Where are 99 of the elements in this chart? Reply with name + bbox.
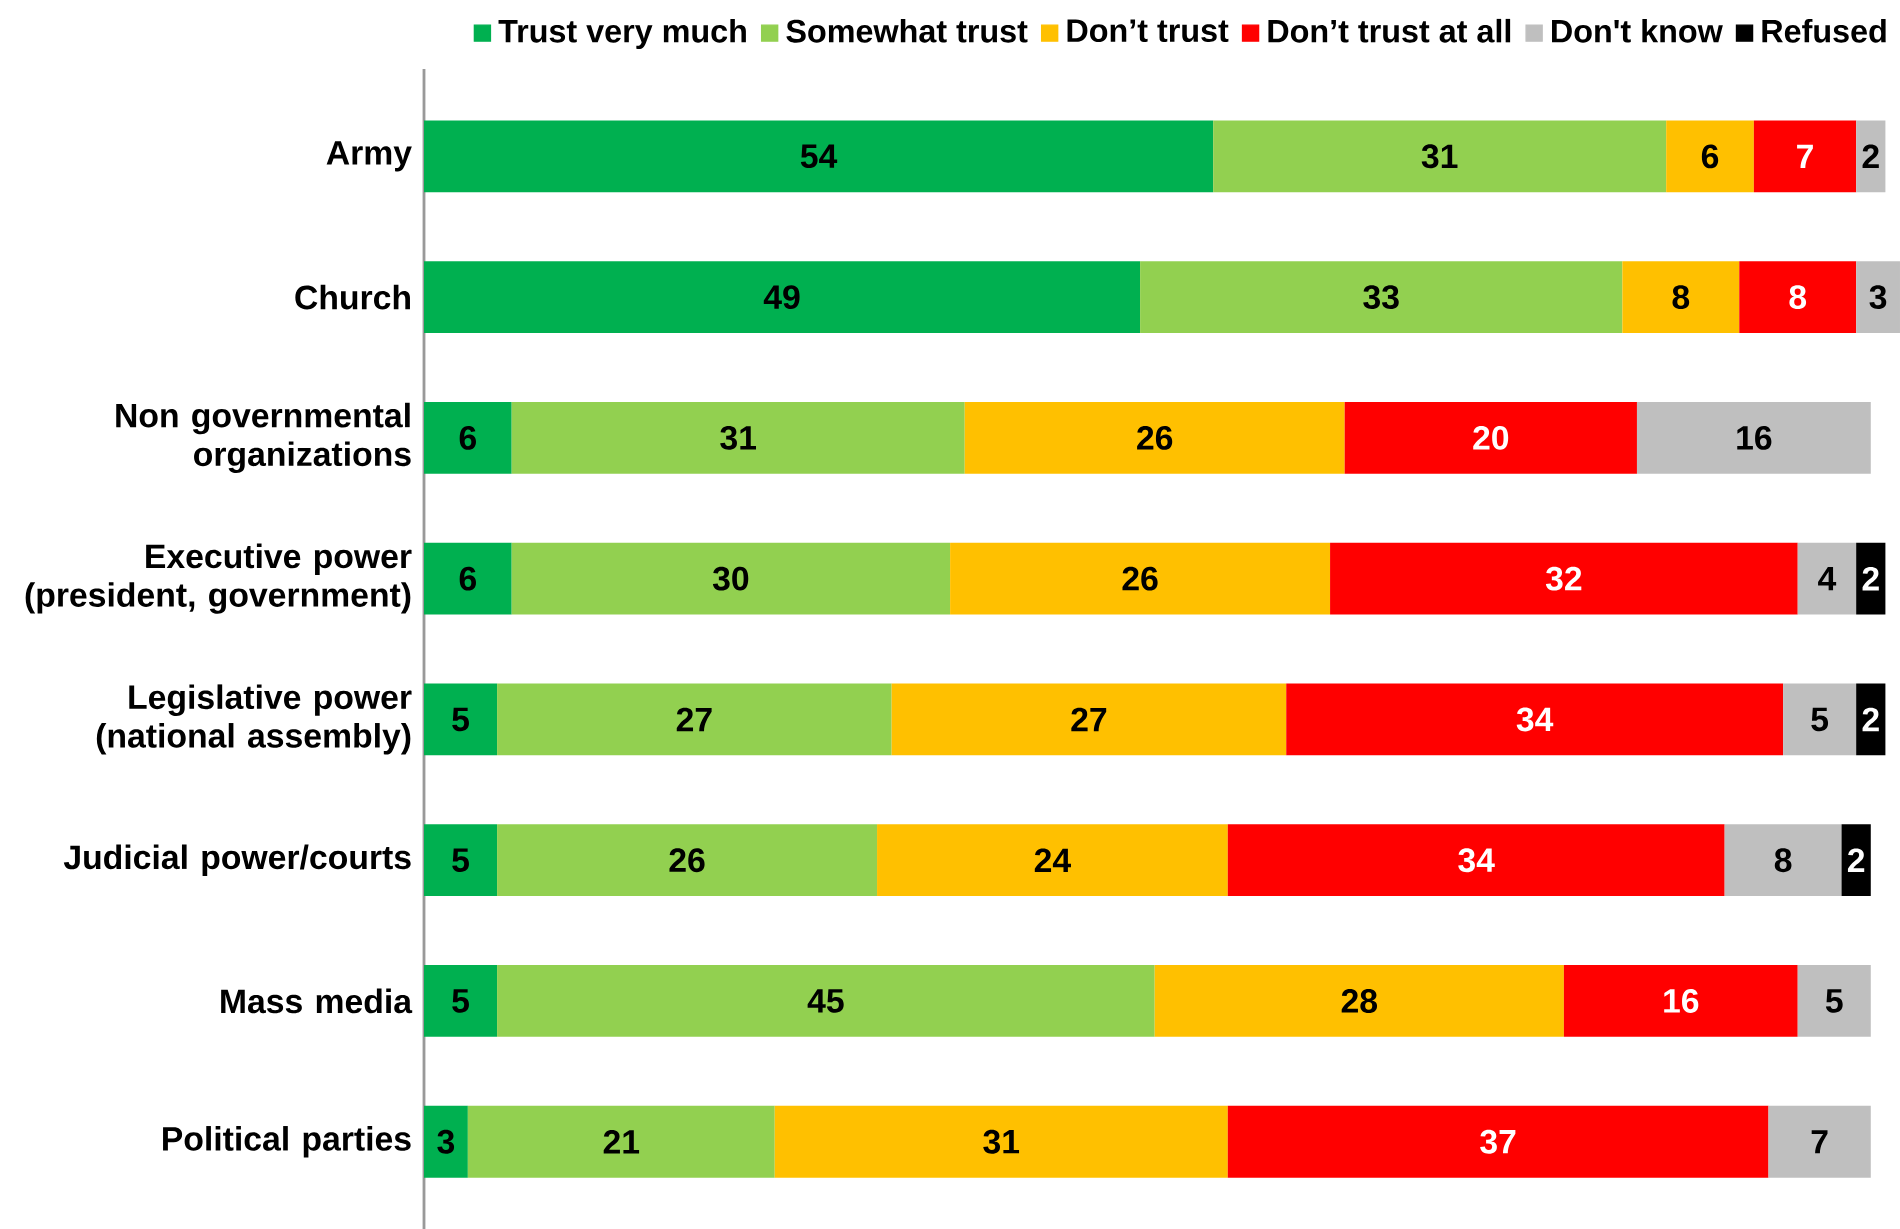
bar bbox=[497, 965, 1155, 1037]
data-label: 7 bbox=[1797, 144, 1813, 168]
data-label: 5 bbox=[1825, 989, 1843, 1013]
data-label: 2 bbox=[1862, 566, 1879, 591]
bar bbox=[424, 824, 498, 897]
data-label: 34 bbox=[1516, 707, 1554, 732]
y-tick-label: Legislative power (national assembly) bbox=[96, 684, 412, 755]
bar bbox=[424, 683, 498, 756]
data-label: 20 bbox=[1473, 425, 1509, 450]
bar bbox=[1154, 965, 1564, 1037]
y-tick-label: Executive power (president, government) bbox=[25, 543, 412, 614]
data-label: 7 bbox=[1811, 1130, 1828, 1154]
data-label: 28 bbox=[1341, 989, 1378, 1013]
bar bbox=[497, 683, 892, 756]
data-label: 49 bbox=[763, 285, 800, 310]
data-label: 32 bbox=[1545, 566, 1582, 591]
bar bbox=[511, 401, 965, 474]
data-label: 54 bbox=[800, 144, 838, 169]
data-label: 5 bbox=[452, 848, 469, 872]
bar bbox=[1724, 824, 1842, 897]
data-label: 2 bbox=[1847, 848, 1865, 872]
data-label: 5 bbox=[452, 989, 469, 1013]
bar bbox=[1768, 1105, 1871, 1178]
bar bbox=[1213, 120, 1667, 193]
bar bbox=[1330, 542, 1798, 615]
y-tick-label: Judicial power/courts bbox=[63, 844, 411, 876]
data-label: 6 bbox=[459, 566, 476, 591]
legend-label: Don't know bbox=[1552, 18, 1723, 43]
data-label: 16 bbox=[1737, 425, 1772, 450]
legend-label: Don’t trust at all bbox=[1268, 18, 1511, 43]
data-label: 31 bbox=[983, 1129, 1020, 1154]
y-tick-label: Mass media bbox=[221, 988, 413, 1014]
data-label: 30 bbox=[712, 566, 749, 591]
y-tick-label: Non governmental organizations bbox=[116, 402, 411, 473]
bar bbox=[964, 401, 1345, 474]
bar bbox=[1140, 261, 1623, 333]
bar bbox=[511, 542, 951, 615]
bar bbox=[1563, 965, 1798, 1037]
data-label: 2 bbox=[1862, 707, 1879, 732]
data-label: 31 bbox=[1421, 144, 1458, 169]
data-label: 5 bbox=[1811, 707, 1829, 732]
data-label: 27 bbox=[1071, 707, 1107, 732]
data-label: 21 bbox=[603, 1129, 640, 1154]
bar bbox=[497, 824, 878, 897]
legend-label: Somewhat trust bbox=[786, 18, 1028, 43]
bar bbox=[424, 120, 1214, 193]
bar bbox=[891, 683, 1287, 756]
data-label: 27 bbox=[676, 707, 712, 732]
data-label: 34 bbox=[1458, 848, 1495, 873]
bar bbox=[1636, 401, 1871, 474]
bar bbox=[1841, 824, 1871, 897]
bar bbox=[774, 1105, 1228, 1178]
legend-label: Refused bbox=[1762, 18, 1886, 43]
bar bbox=[424, 261, 1141, 333]
bar bbox=[1344, 401, 1637, 474]
data-label: 26 bbox=[669, 848, 705, 873]
bar bbox=[1797, 965, 1871, 1037]
data-label: 45 bbox=[807, 989, 844, 1013]
data-label: 5 bbox=[452, 707, 469, 732]
data-label: 4 bbox=[1818, 567, 1837, 591]
data-label: 8 bbox=[1672, 285, 1690, 310]
bar bbox=[1739, 261, 1857, 333]
legend-label: Don’t trust bbox=[1067, 19, 1229, 43]
y-tick-label: Church bbox=[295, 284, 410, 310]
data-label: 31 bbox=[720, 425, 757, 450]
bar bbox=[1227, 824, 1725, 897]
data-label: 3 bbox=[1869, 285, 1887, 310]
bar bbox=[1856, 542, 1886, 615]
data-label: 37 bbox=[1480, 1129, 1516, 1154]
bar bbox=[1622, 261, 1740, 333]
legend-label: Trust very much bbox=[498, 18, 746, 50]
bar bbox=[424, 401, 512, 474]
data-label: 3 bbox=[437, 1129, 455, 1154]
bar bbox=[424, 542, 512, 615]
bar bbox=[1856, 261, 1900, 333]
data-label: 6 bbox=[1701, 144, 1719, 169]
bar bbox=[950, 542, 1331, 615]
data-label: 26 bbox=[1122, 566, 1158, 591]
bar bbox=[1227, 1105, 1769, 1178]
bar bbox=[467, 1105, 775, 1178]
data-label: 8 bbox=[1774, 848, 1792, 873]
y-tick-label: Army bbox=[326, 141, 412, 172]
bar bbox=[424, 1105, 468, 1178]
data-label: 8 bbox=[1789, 285, 1807, 310]
data-label: 33 bbox=[1363, 285, 1399, 310]
data-label: 24 bbox=[1034, 848, 1071, 872]
bar bbox=[1797, 542, 1857, 615]
data-label: 2 bbox=[1862, 144, 1879, 169]
data-label: 6 bbox=[459, 425, 476, 450]
bar bbox=[877, 824, 1228, 897]
bar bbox=[1286, 683, 1784, 756]
data-label: 26 bbox=[1137, 425, 1173, 450]
bar bbox=[1856, 120, 1886, 193]
data-label: 16 bbox=[1664, 989, 1699, 1013]
y-tick-label: Political parties bbox=[163, 1126, 411, 1158]
bar bbox=[1753, 120, 1857, 193]
bar bbox=[424, 965, 498, 1037]
bar bbox=[1783, 683, 1857, 756]
bar bbox=[1666, 120, 1754, 193]
